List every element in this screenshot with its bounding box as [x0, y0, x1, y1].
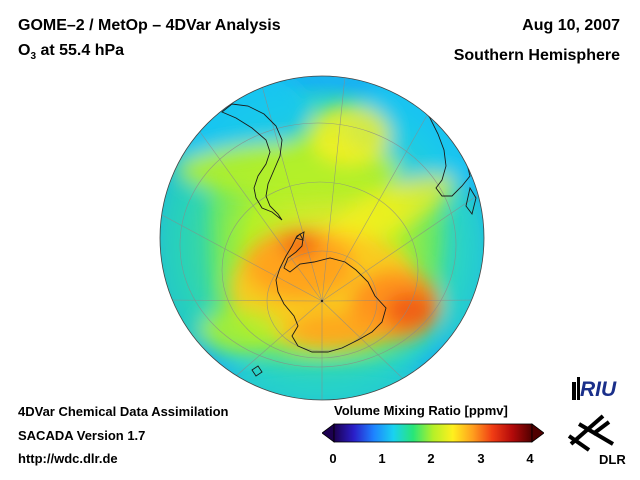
analysis-date: Aug 10, 2007: [522, 17, 620, 34]
footer-url: http://wdc.dlr.de: [18, 451, 118, 466]
colorbar-ramp: [333, 423, 533, 443]
colorbar: [322, 423, 544, 443]
hemisphere-label: Southern Hemisphere: [453, 47, 620, 64]
riu-building-icon: [572, 377, 580, 400]
riu-logo: RIU: [572, 377, 617, 401]
colorbar-tick: 3: [477, 451, 485, 466]
colorbar-tick: 4: [526, 451, 534, 466]
dlr-emblem-icon: [567, 414, 615, 452]
graticule: [161, 76, 481, 400]
colorbar-low-arrow: [322, 423, 335, 443]
south-pole-marker: [320, 299, 324, 303]
colorbar-tick: 2: [427, 451, 435, 466]
colorbar-tick: 1: [378, 451, 386, 466]
colorbar-title: Volume Mixing Ratio [ppmv]: [334, 403, 508, 418]
riu-logo-text: RIU: [580, 378, 617, 401]
plot-title: GOME–2 / MetOp – 4DVar Analysis: [18, 17, 281, 34]
footer-line-2: SACADA Version 1.7: [18, 428, 146, 443]
colorbar-high-arrow: [531, 423, 544, 443]
species-label: O3 at 55.4 hPa: [18, 42, 125, 63]
ozone-field: [160, 76, 484, 400]
colorbar-tick: 0: [329, 451, 337, 466]
footer-line-1: 4DVar Chemical Data Assimilation: [18, 404, 229, 419]
dlr-logo: DLR: [567, 414, 626, 466]
dlr-logo-text: DLR: [599, 452, 626, 466]
globe-outline: [159, 75, 485, 401]
